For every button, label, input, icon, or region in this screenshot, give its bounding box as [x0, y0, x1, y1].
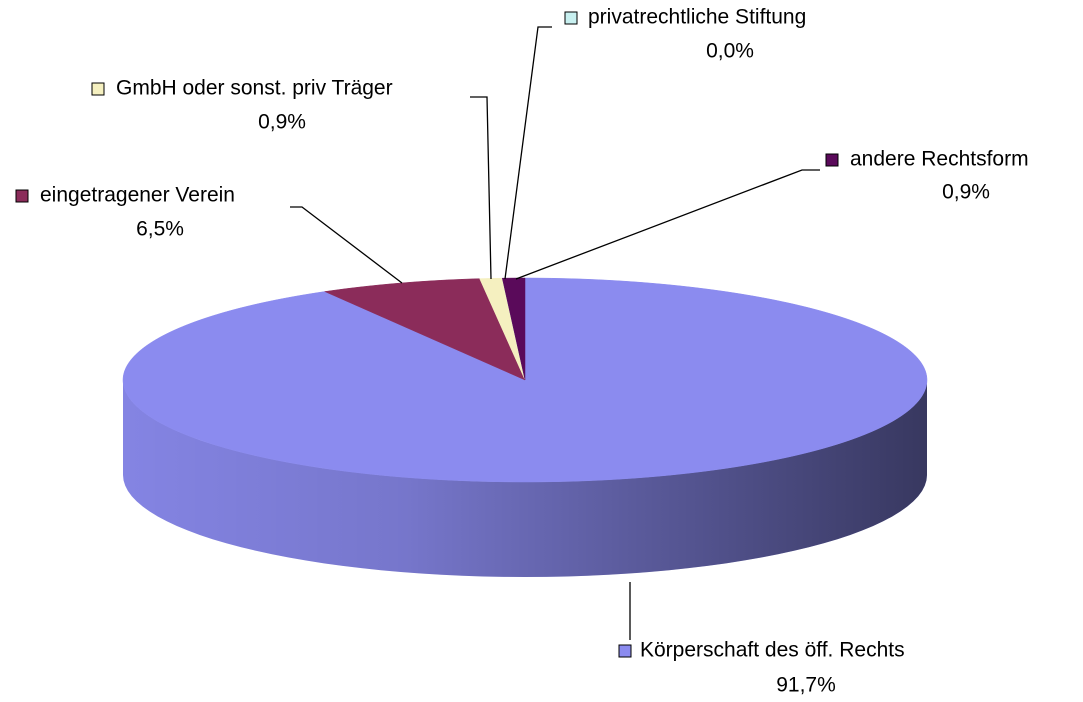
legend-swatch [825, 153, 839, 167]
category-label: privatrechtliche Stiftung [588, 6, 806, 29]
value-label: 0,0% [706, 40, 754, 63]
leader-line [515, 169, 820, 280]
legend-swatch [618, 644, 632, 658]
legend-swatch [564, 11, 578, 25]
category-label: eingetragener Verein [40, 184, 235, 207]
legend-swatch [15, 189, 29, 203]
labels: Körperschaft des öff. Rechts 91,7% eingetr… [15, 6, 1029, 697]
pie-slice [501, 277, 526, 381]
category-label: Körperschaft des öff. Rechts [640, 639, 905, 662]
category-label: GmbH oder sonst. priv Träger [116, 77, 393, 100]
pie-side-shade [123, 380, 927, 577]
value-label: 91,7% [776, 674, 836, 697]
value-label: 6,5% [136, 218, 184, 241]
pie [122, 277, 928, 577]
value-label: 0,9% [942, 181, 990, 204]
leader-line [290, 206, 403, 284]
legend-swatch [91, 82, 105, 96]
leader-line [504, 26, 552, 280]
value-label: 0,9% [258, 111, 306, 134]
leader-line [470, 96, 492, 280]
pie-slice [323, 278, 526, 381]
leader-lines [290, 26, 820, 640]
category-label: andere Rechtsform [850, 148, 1029, 171]
